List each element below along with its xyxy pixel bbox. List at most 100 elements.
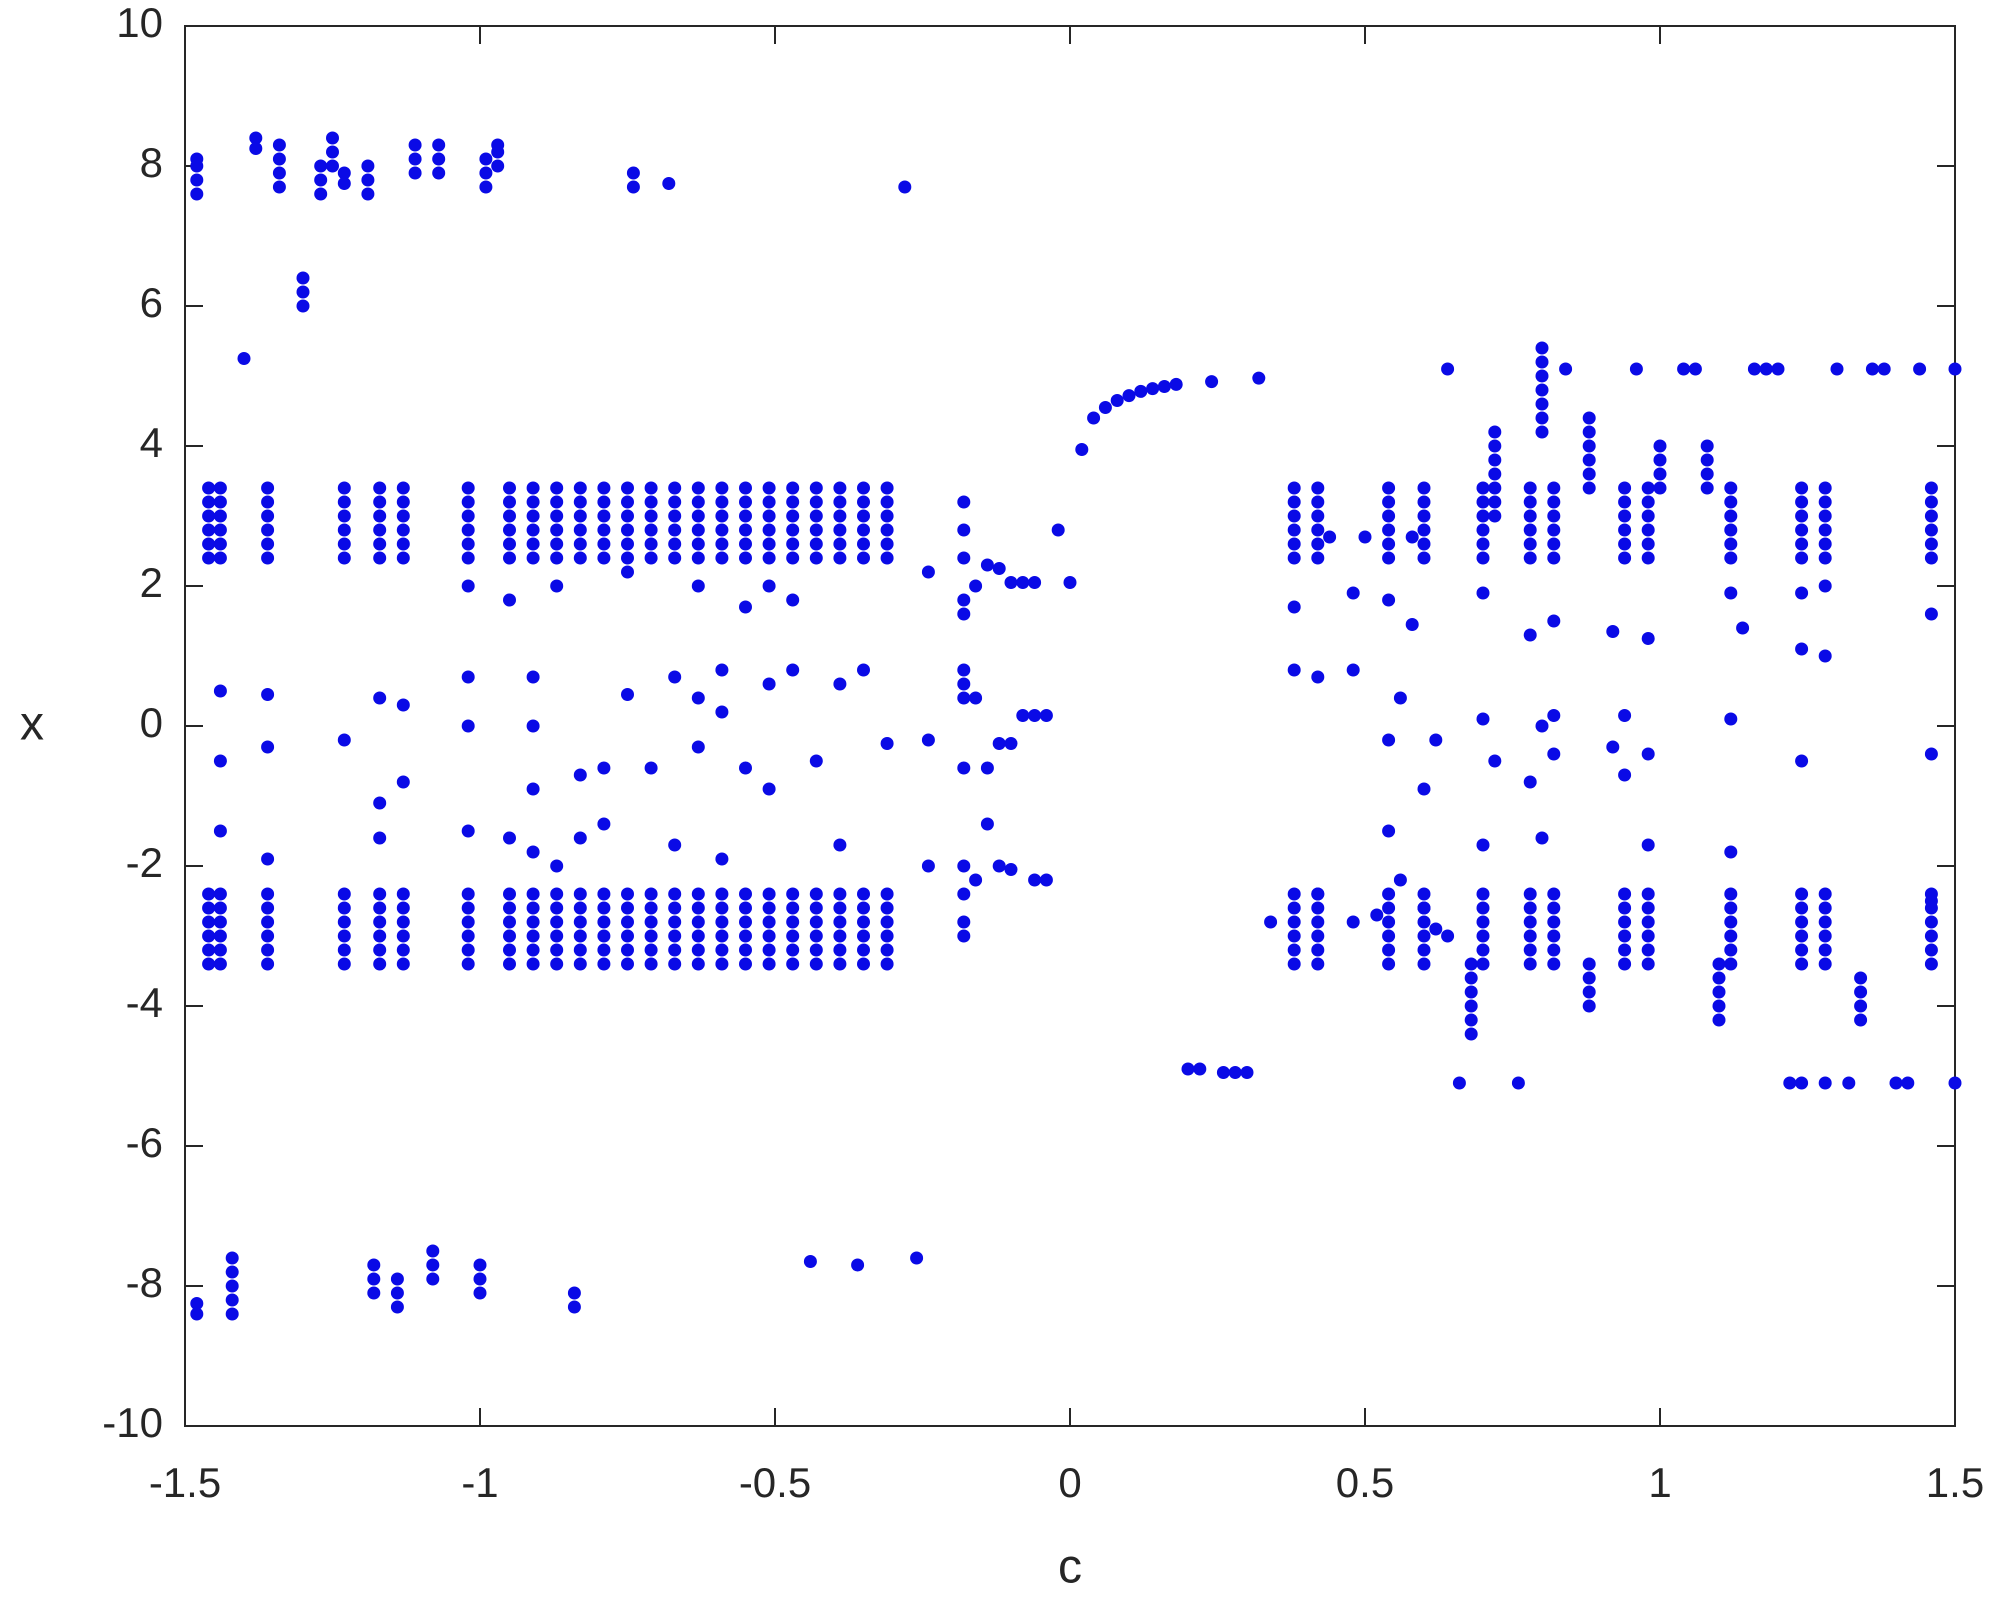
point xyxy=(461,929,475,943)
point xyxy=(1382,537,1396,551)
point xyxy=(1830,362,1844,376)
point xyxy=(1488,509,1502,523)
point xyxy=(202,943,216,957)
point xyxy=(461,481,475,495)
point xyxy=(1216,1066,1230,1079)
point xyxy=(1028,576,1042,589)
point xyxy=(1924,943,1938,957)
point xyxy=(715,495,729,509)
point xyxy=(786,495,800,509)
point xyxy=(880,943,894,957)
point xyxy=(880,915,894,929)
point xyxy=(314,173,328,187)
point xyxy=(1618,768,1632,782)
point xyxy=(1476,887,1490,901)
point xyxy=(833,887,847,901)
point xyxy=(373,887,387,901)
point xyxy=(1382,495,1396,509)
point xyxy=(479,180,493,194)
point xyxy=(396,929,410,943)
point xyxy=(1264,915,1278,929)
point xyxy=(550,481,564,495)
point xyxy=(1476,957,1490,971)
point xyxy=(1747,362,1761,376)
point xyxy=(1476,551,1490,565)
point xyxy=(857,943,870,957)
point xyxy=(296,271,310,285)
point xyxy=(367,1258,381,1272)
point xyxy=(786,957,800,971)
point xyxy=(272,152,286,166)
point xyxy=(526,495,540,509)
point xyxy=(691,887,705,901)
point xyxy=(957,607,971,621)
point xyxy=(1523,481,1537,495)
point xyxy=(1311,915,1325,929)
point xyxy=(1818,901,1832,915)
point xyxy=(1724,915,1738,929)
point xyxy=(213,523,227,537)
point xyxy=(1382,943,1396,957)
point xyxy=(1795,523,1809,537)
point xyxy=(762,957,776,971)
point xyxy=(261,957,275,971)
point xyxy=(1854,985,1868,999)
point xyxy=(597,915,611,929)
point xyxy=(337,481,351,495)
point xyxy=(880,957,894,971)
point xyxy=(1464,957,1478,971)
point xyxy=(621,901,634,915)
point xyxy=(1547,887,1561,901)
point xyxy=(1724,481,1738,495)
point xyxy=(373,481,387,495)
point xyxy=(1582,453,1596,467)
point xyxy=(1287,915,1301,929)
point xyxy=(1476,943,1490,957)
point xyxy=(880,737,894,750)
point xyxy=(1724,712,1738,726)
point xyxy=(1795,537,1809,551)
point xyxy=(573,943,587,957)
y-tick-label: 10 xyxy=(116,0,163,46)
point xyxy=(739,523,752,537)
point xyxy=(1441,929,1455,943)
point xyxy=(1063,576,1077,589)
point xyxy=(1240,1066,1254,1079)
point xyxy=(1924,747,1938,761)
point xyxy=(621,481,634,495)
point xyxy=(668,943,682,957)
point xyxy=(1795,642,1809,656)
point xyxy=(1181,1062,1195,1076)
point xyxy=(396,901,410,915)
point xyxy=(1016,709,1030,722)
point xyxy=(1488,495,1502,509)
point xyxy=(461,551,475,565)
point xyxy=(573,887,587,901)
point xyxy=(1547,957,1561,971)
x-axis-label: c xyxy=(1058,1541,1082,1594)
point xyxy=(597,929,611,943)
point xyxy=(857,929,870,943)
point xyxy=(1771,362,1785,376)
point xyxy=(225,1293,239,1307)
point xyxy=(1028,709,1042,722)
point xyxy=(1724,537,1738,551)
point xyxy=(1535,397,1549,411)
point xyxy=(213,824,227,838)
point xyxy=(1618,537,1632,551)
point xyxy=(1476,523,1490,537)
point xyxy=(1818,929,1832,943)
point xyxy=(1511,1076,1525,1090)
point xyxy=(261,481,275,495)
point xyxy=(597,537,611,551)
point xyxy=(1606,740,1620,754)
point xyxy=(833,915,847,929)
point xyxy=(857,901,870,915)
point xyxy=(739,537,752,551)
point xyxy=(408,152,422,166)
point xyxy=(1948,362,1962,376)
point xyxy=(337,915,351,929)
point xyxy=(691,579,705,593)
point xyxy=(621,943,634,957)
point xyxy=(1417,481,1431,495)
